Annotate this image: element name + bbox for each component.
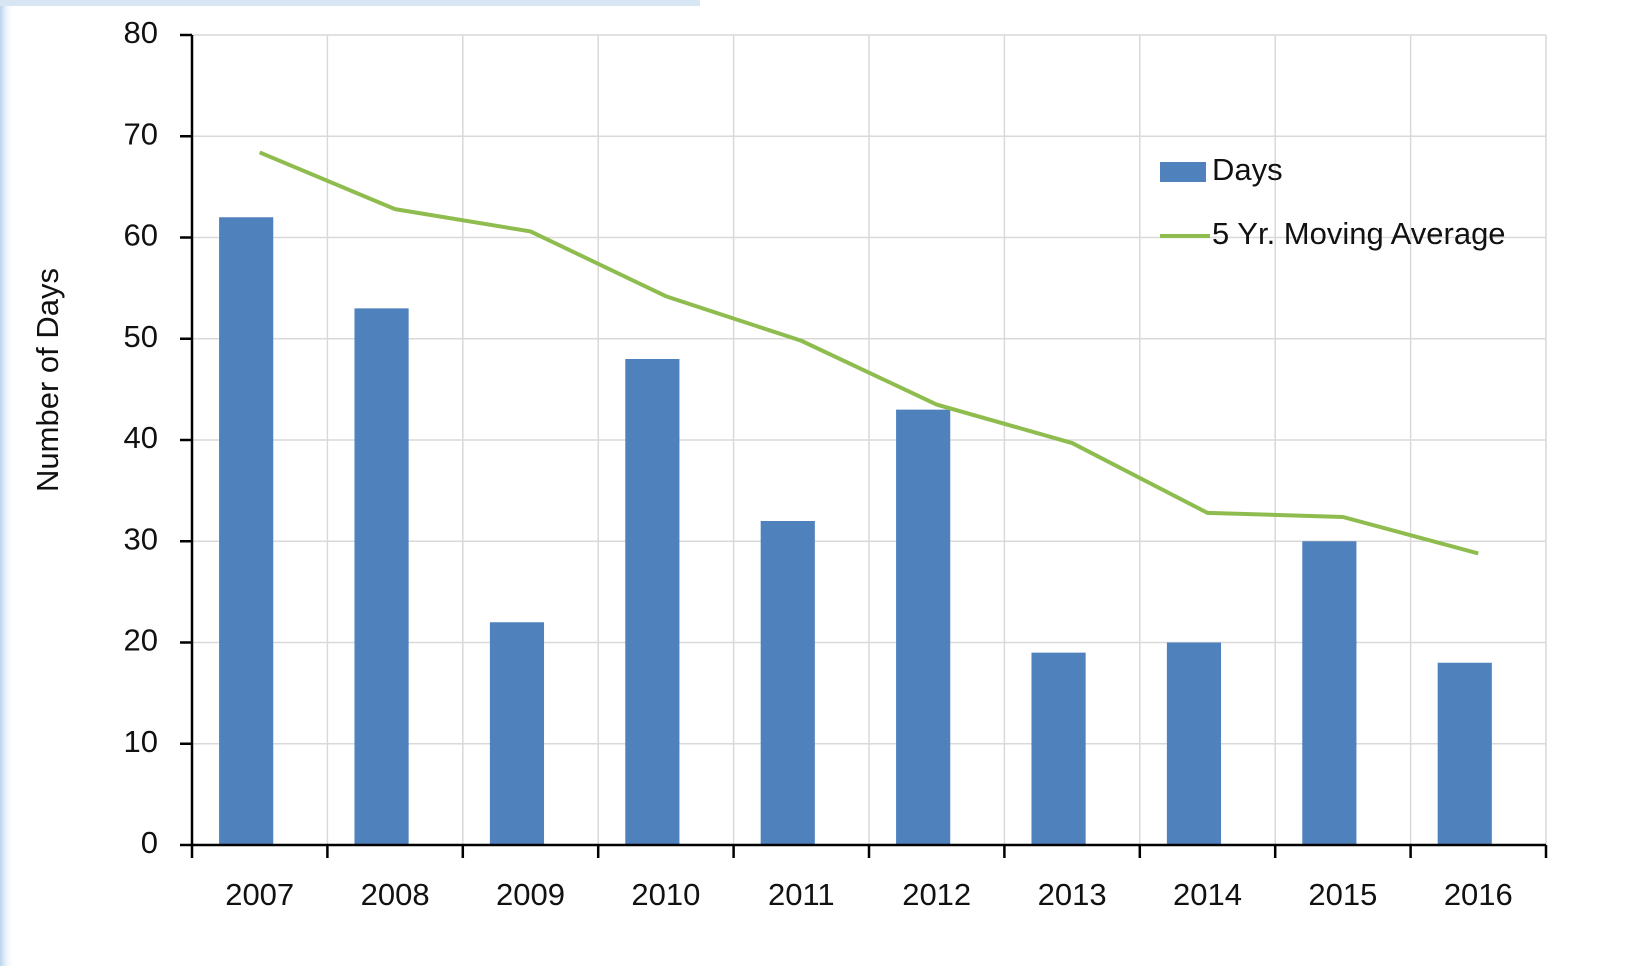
y-axis-label: Number of Days <box>30 268 65 492</box>
y-tick-label: 20 <box>124 623 158 658</box>
x-tick-label: 2007 <box>225 877 294 912</box>
legend-swatch <box>1160 162 1206 182</box>
bar <box>625 359 680 845</box>
bar <box>489 622 545 845</box>
y-tick-label: 10 <box>124 724 158 759</box>
bar <box>1166 642 1222 845</box>
legend-label: Days <box>1212 152 1283 187</box>
y-tick-label: 40 <box>124 420 158 455</box>
y-tick-label: 80 <box>124 15 158 50</box>
y-tick-label: 50 <box>124 319 158 354</box>
bar <box>1437 662 1492 845</box>
x-tick-label: 2016 <box>1444 877 1513 912</box>
line <box>258 150 1479 556</box>
bar <box>1031 652 1086 845</box>
bar <box>760 521 815 845</box>
top-strip <box>0 0 700 6</box>
x-tick-label: 2012 <box>902 877 971 912</box>
bar <box>354 308 409 845</box>
x-tick-label: 2014 <box>1173 877 1242 912</box>
y-tick-label: 30 <box>124 521 158 556</box>
bar <box>896 409 951 845</box>
y-tick-label: 60 <box>124 218 158 253</box>
legend-label: 5 Yr. Moving Average <box>1212 216 1506 251</box>
x-tick-label: 2011 <box>768 877 835 912</box>
x-tick-label: 2013 <box>1038 877 1107 912</box>
x-tick-label: 2008 <box>361 877 430 912</box>
y-tick-label: 70 <box>124 116 158 151</box>
edge-strip <box>0 0 14 966</box>
x-tick-label: 2010 <box>631 877 700 912</box>
x-tick-label: 2015 <box>1308 877 1377 912</box>
y-tick-label: 0 <box>141 825 158 860</box>
bar <box>219 217 274 845</box>
x-tick-label: 2009 <box>496 877 565 912</box>
bar <box>1302 541 1357 845</box>
